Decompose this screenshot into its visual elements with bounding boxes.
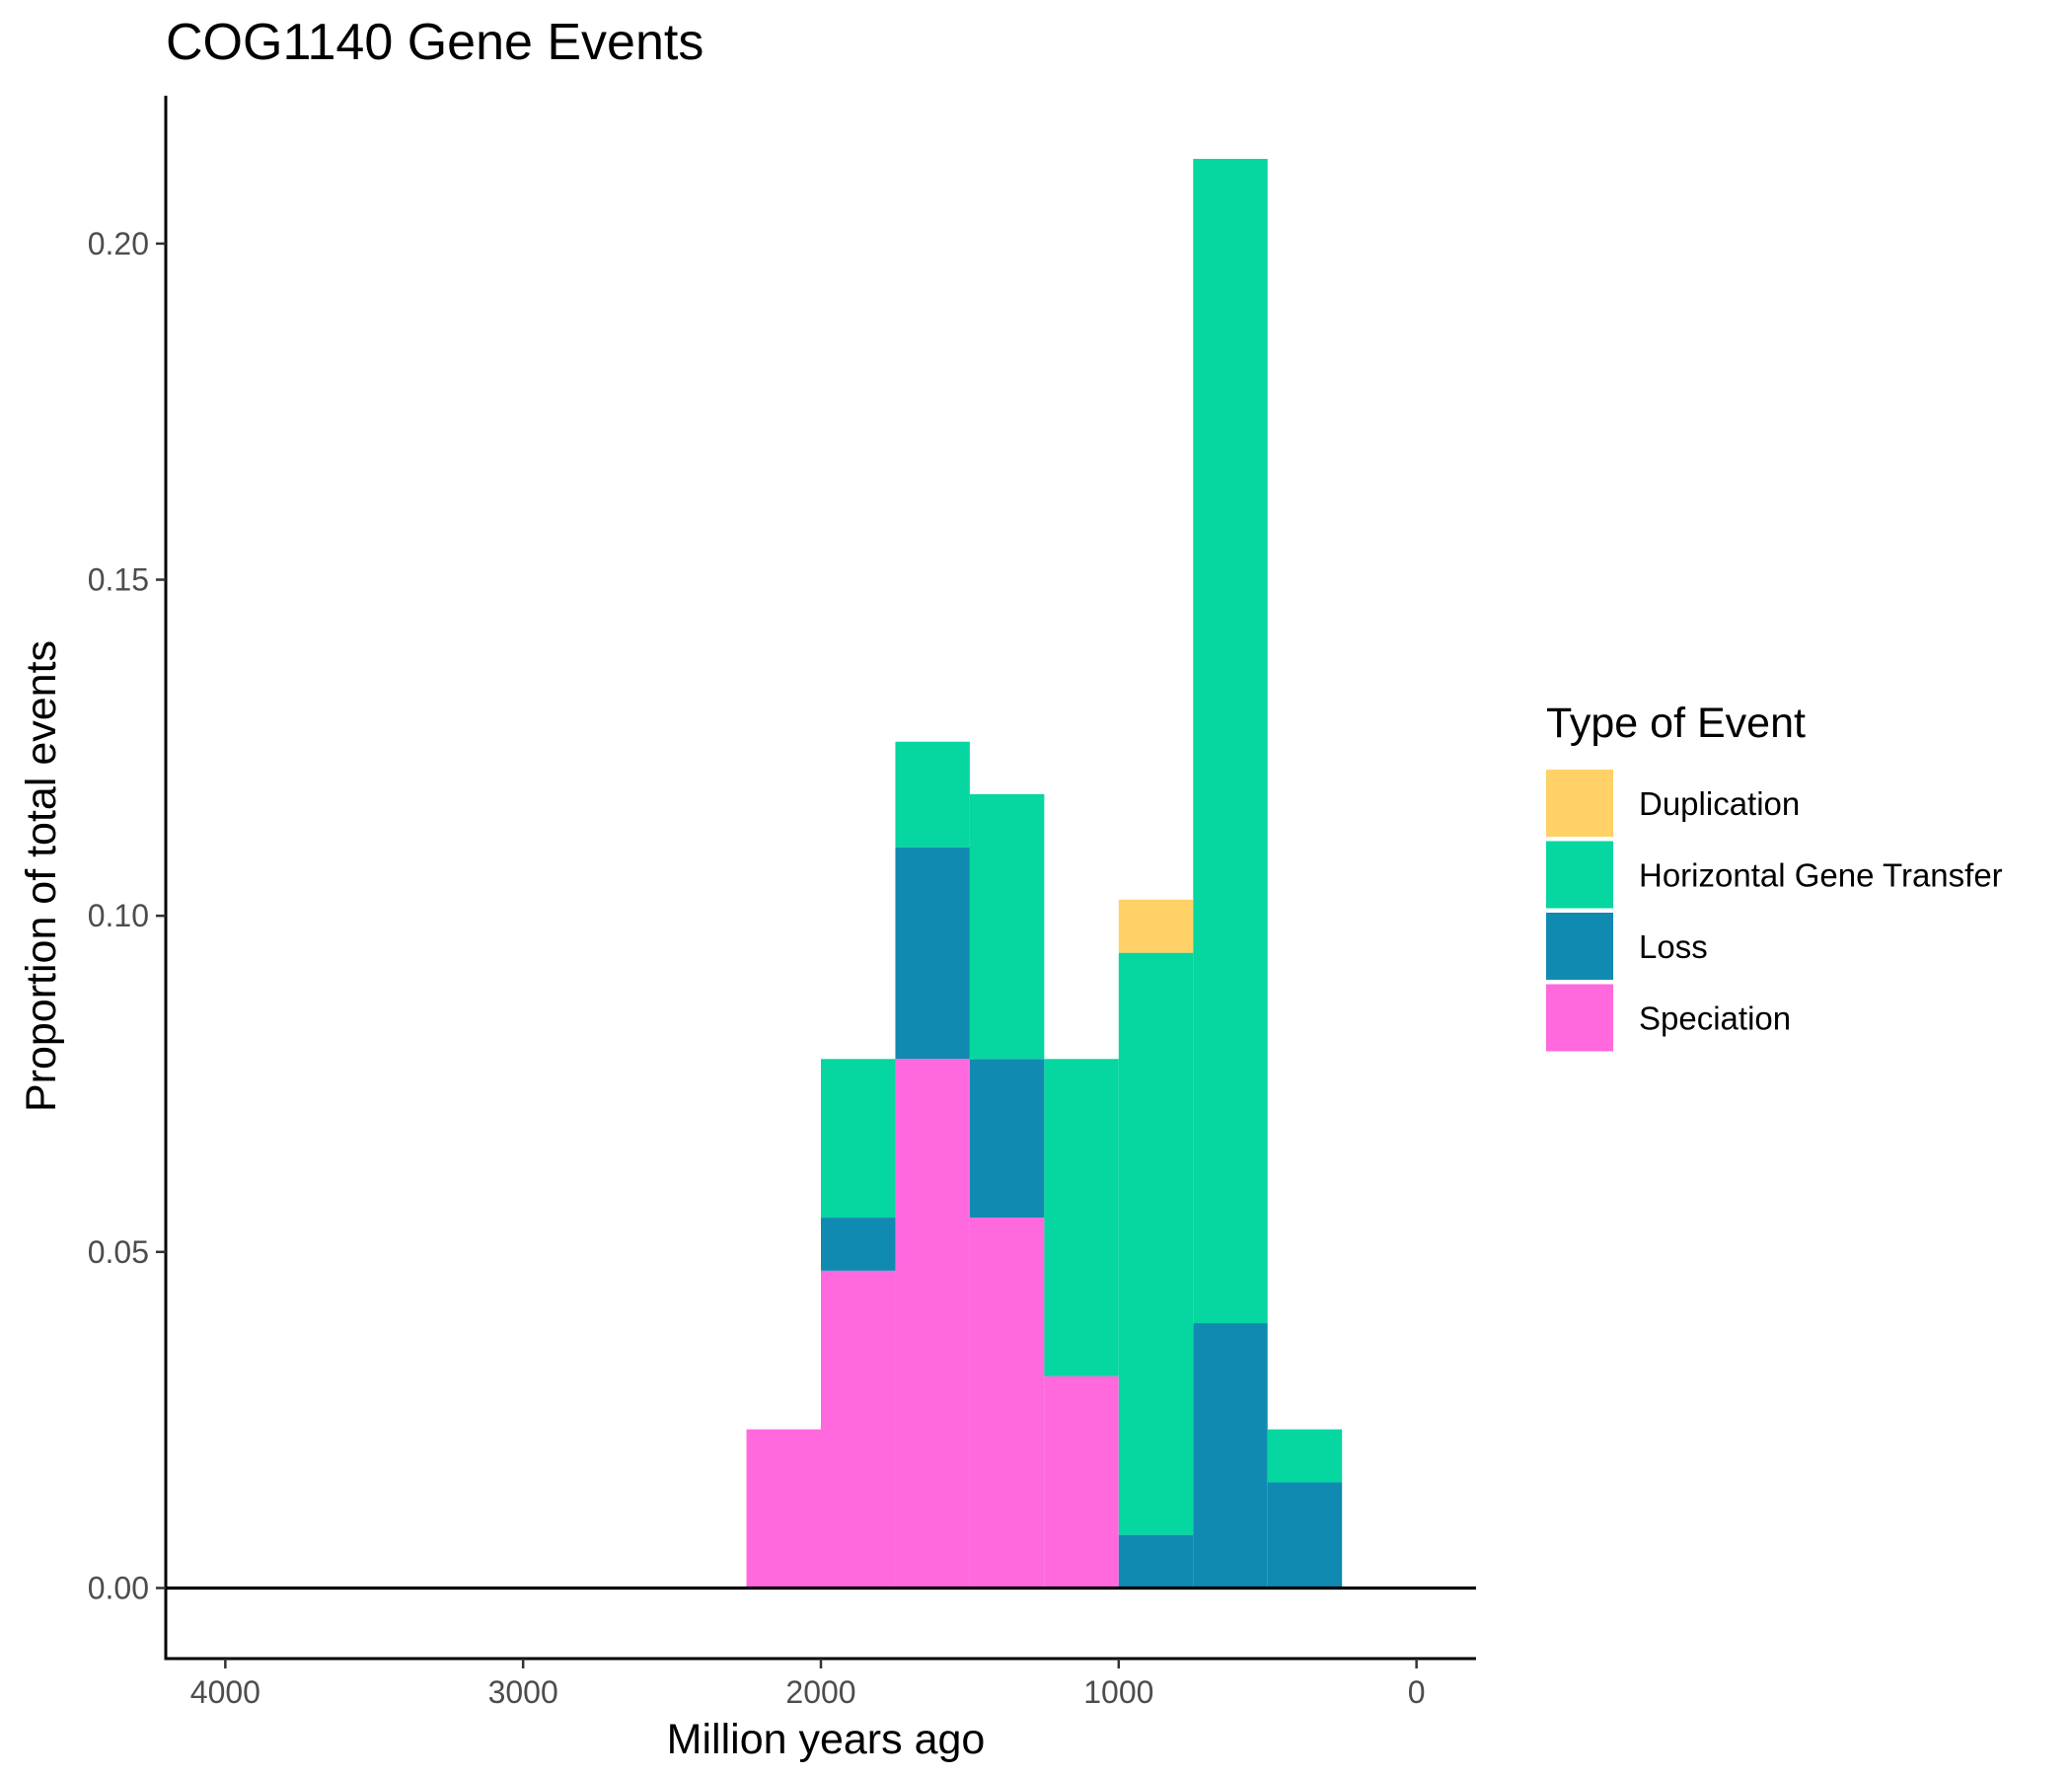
bar-loss-6 xyxy=(1193,1323,1268,1589)
x-tick-label-2: 2000 xyxy=(785,1674,855,1710)
y-axis-title: Proportion of total events xyxy=(18,640,65,1112)
y-tick-label-3: 0.15 xyxy=(88,562,149,598)
x-tick-label-4: 0 xyxy=(1408,1674,1426,1710)
x-tick-label-0: 4000 xyxy=(190,1674,260,1710)
legend-label-speciation: Speciation xyxy=(1639,1000,1791,1037)
bar-horizontal-gene-transfer-2 xyxy=(895,741,970,848)
bar-horizontal-gene-transfer-7 xyxy=(1267,1429,1343,1483)
bars-layer xyxy=(746,159,1343,1589)
chart-title: COG1140 Gene Events xyxy=(166,14,703,71)
bar-speciation-0 xyxy=(746,1429,821,1589)
bar-duplication-5 xyxy=(1118,899,1194,953)
legend-label-horizontal-gene-transfer: Horizontal Gene Transfer xyxy=(1639,857,2003,894)
bar-speciation-1 xyxy=(821,1270,896,1589)
x-tick-label-1: 3000 xyxy=(488,1674,558,1710)
bar-horizontal-gene-transfer-6 xyxy=(1193,159,1268,1324)
legend-swatch-speciation xyxy=(1546,984,1613,1052)
legend-swatch-duplication xyxy=(1546,770,1613,837)
ticks-layer: 4000 3000 2000 1000 0 0.00 0.05 0.10 0.15 0.20 xyxy=(88,226,1426,1710)
y-tick-label-4: 0.20 xyxy=(88,226,149,261)
bar-horizontal-gene-transfer-4 xyxy=(1044,1059,1119,1376)
legend-swatch-horizontal-gene-transfer xyxy=(1546,841,1613,909)
bar-loss-3 xyxy=(969,1059,1045,1219)
legend-items: Duplication Horizontal Gene Transfer Loss S… xyxy=(1546,770,2003,1052)
legend-label-loss: Loss xyxy=(1639,928,1708,965)
bar-horizontal-gene-transfer-5 xyxy=(1118,952,1194,1535)
legend: Type of Event Duplication Horizontal Gene… xyxy=(1546,700,2003,1052)
bar-horizontal-gene-transfer-1 xyxy=(821,1059,896,1219)
bar-speciation-4 xyxy=(1044,1375,1119,1589)
legend-swatch-loss xyxy=(1546,913,1613,980)
axes-layer xyxy=(164,96,1476,1661)
y-tick-label-1: 0.05 xyxy=(88,1234,149,1270)
bar-loss-7 xyxy=(1267,1482,1343,1589)
bar-loss-1 xyxy=(821,1218,896,1271)
y-tick-label-2: 0.10 xyxy=(88,898,149,933)
legend-title: Type of Event xyxy=(1546,700,1806,747)
bar-horizontal-gene-transfer-3 xyxy=(969,793,1045,1060)
y-tick-label-0: 0.00 xyxy=(88,1570,149,1605)
x-tick-label-3: 1000 xyxy=(1083,1674,1153,1710)
x-axis-title: Million years ago xyxy=(667,1716,986,1763)
bar-speciation-3 xyxy=(969,1218,1045,1589)
bar-speciation-2 xyxy=(895,1059,970,1589)
bar-loss-5 xyxy=(1118,1534,1194,1589)
bar-loss-2 xyxy=(895,847,970,1060)
legend-label-duplication: Duplication xyxy=(1639,785,1800,822)
